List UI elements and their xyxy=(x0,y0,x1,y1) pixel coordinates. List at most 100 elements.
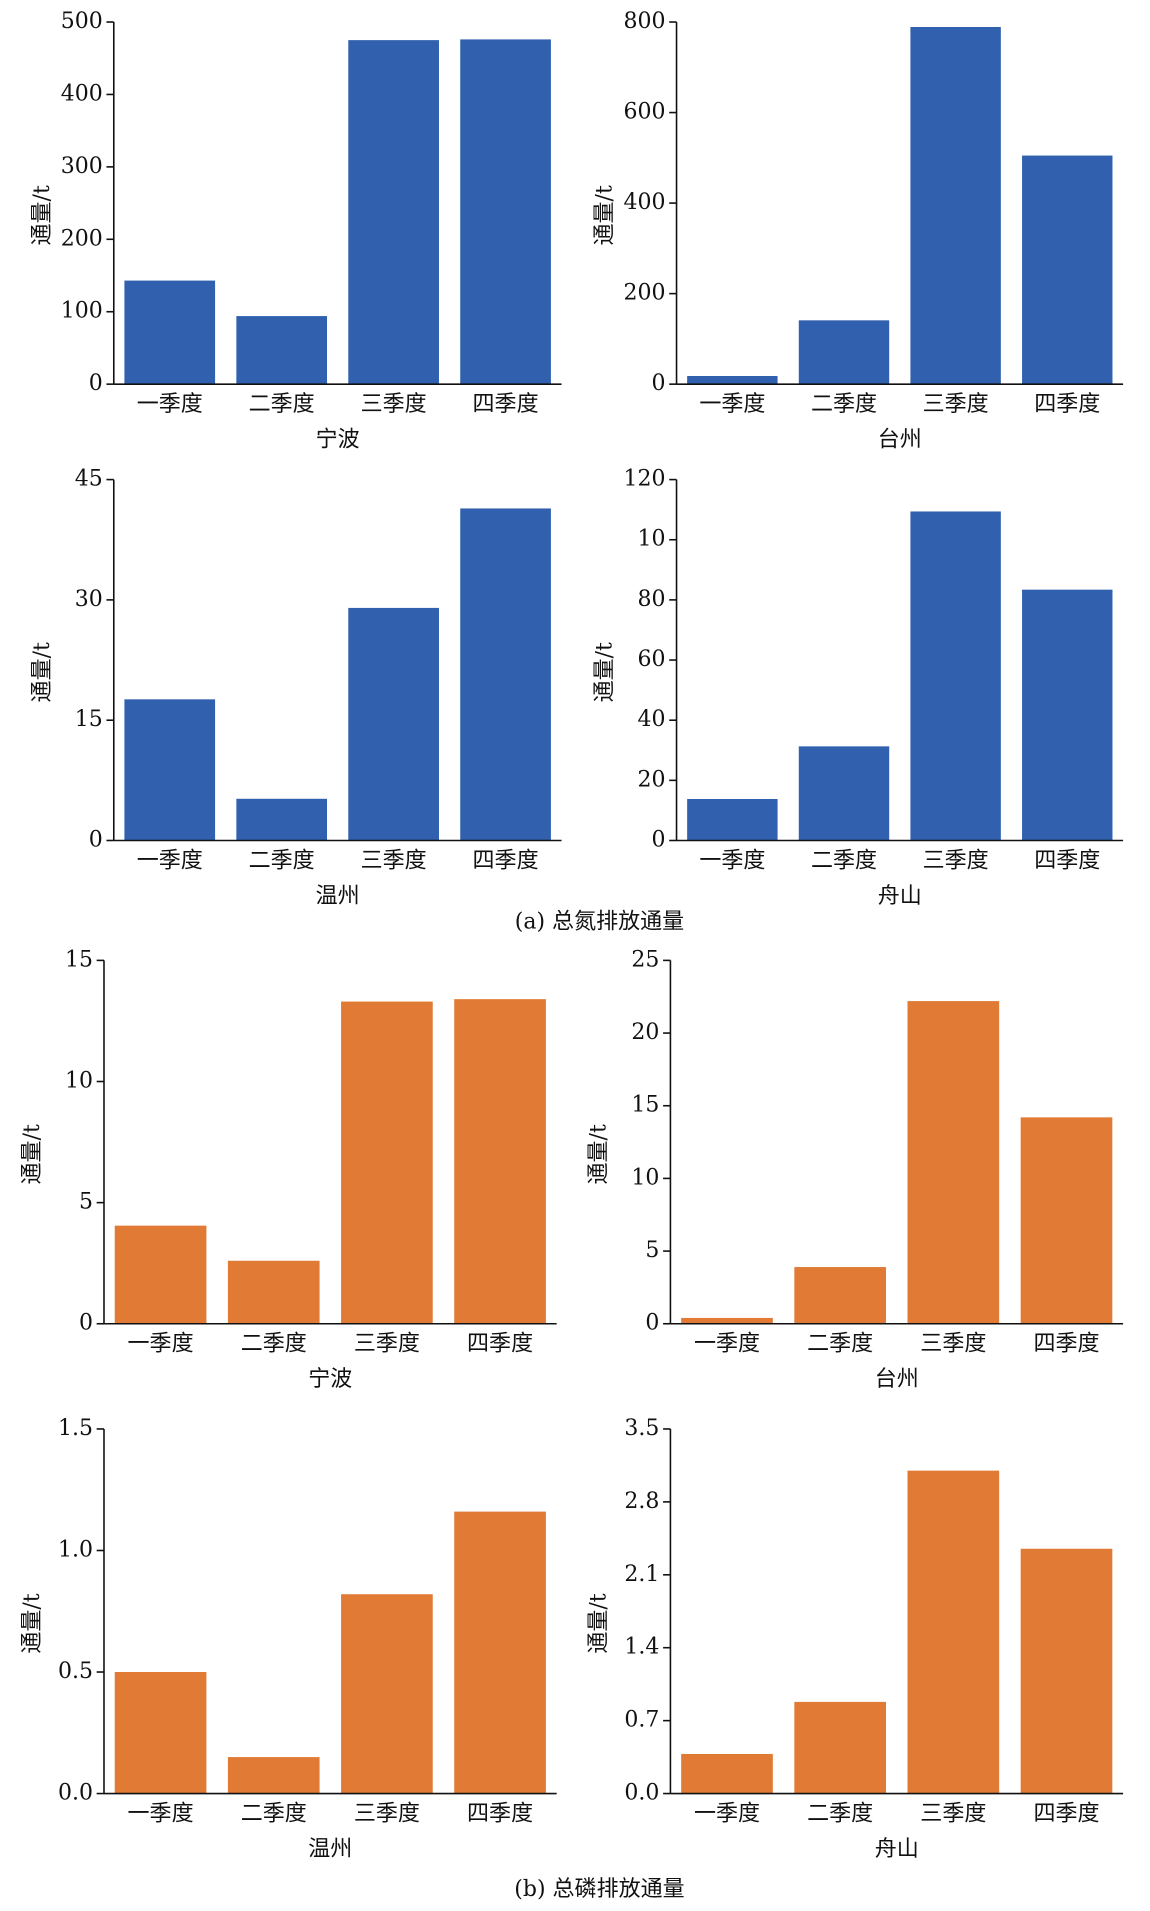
bar xyxy=(687,376,778,385)
x-tick-label: 三季度 xyxy=(361,848,427,873)
x-tick-label: 一季度 xyxy=(699,392,765,417)
bar xyxy=(910,511,1001,841)
y-tick-label: 200 xyxy=(61,226,103,251)
y-tick-label: 2.8 xyxy=(624,1489,659,1514)
x-tick-label: 四季度 xyxy=(467,1332,533,1357)
bar xyxy=(124,699,216,841)
y-tick-label: 0.0 xyxy=(58,1781,93,1806)
x-tick-label: 四季度 xyxy=(1034,392,1100,417)
y-tick-label: 0 xyxy=(652,371,666,396)
y-tick-label: 400 xyxy=(61,81,103,106)
y-tick-label: 1.5 xyxy=(58,1416,93,1441)
y-tick-label: 0 xyxy=(89,371,103,396)
y-tick-label: 800 xyxy=(624,9,666,34)
y-tick-label: 0.0 xyxy=(624,1781,659,1806)
panel: 一季度 二季度 三季度 四季度 0 15 30 45 温州 通量/t xyxy=(30,467,562,909)
bar xyxy=(341,1594,433,1794)
panel: 一季度 二季度 三季度 四季度 0 200 400 600 800 台州 通量/t xyxy=(593,9,1124,452)
x-tick-label: 三季度 xyxy=(923,392,989,417)
x-tick-label: 一季度 xyxy=(128,1801,194,1826)
bar xyxy=(910,27,1001,385)
y-tick-label: 10 xyxy=(631,1165,659,1190)
bar xyxy=(114,1672,207,1794)
y-tick-label: 45 xyxy=(75,467,103,492)
y-axis-label: 通量/t xyxy=(30,185,55,245)
panel: 一季度 二季度 三季度 四季度 0 100 200 300 400 500 宁波 通量/t xyxy=(30,9,562,452)
panel: 一季度 二季度 三季度 四季度 0.0 0.5 1.0 1.5 温州 通量/t xyxy=(20,1416,557,1862)
y-tick-label: 300 xyxy=(61,154,103,179)
bar xyxy=(114,1225,207,1324)
panel: 一季度 二季度 三季度 四季度 0 5 10 15 20 25 台州 通量/t xyxy=(586,947,1124,1392)
y-tick-label: 15 xyxy=(65,947,93,972)
x-tick-label: 二季度 xyxy=(811,392,877,417)
bar xyxy=(681,1317,773,1324)
x-tick-label: 四季度 xyxy=(1033,1801,1099,1826)
x-tick-label: 二季度 xyxy=(807,1801,873,1826)
y-tick-label: 500 xyxy=(61,9,103,34)
bar xyxy=(348,607,439,841)
y-tick-label: 3.5 xyxy=(624,1416,659,1441)
bar xyxy=(348,40,439,385)
bar xyxy=(341,1001,433,1324)
y-tick-label: 400 xyxy=(624,190,666,215)
y-tick-label: 100 xyxy=(61,299,103,324)
bar xyxy=(798,746,890,841)
x-tick-label: 三季度 xyxy=(923,848,989,873)
y-tick-label: 5 xyxy=(645,1238,659,1263)
bar xyxy=(681,1753,773,1794)
y-tick-label: 20 xyxy=(631,1020,659,1045)
x-axis-label: 舟山 xyxy=(875,1837,919,1862)
y-tick-label: 80 xyxy=(638,587,666,612)
y-tick-label: 60 xyxy=(638,647,666,672)
y-tick-label: 30 xyxy=(75,587,103,612)
y-axis-label: 通量/t xyxy=(593,185,618,245)
y-tick-label: 120 xyxy=(624,467,666,492)
y-tick-label: 0.7 xyxy=(624,1708,659,1733)
bar xyxy=(798,320,890,385)
x-tick-label: 三季度 xyxy=(920,1332,986,1357)
x-tick-label: 二季度 xyxy=(249,392,315,417)
bar xyxy=(794,1701,887,1794)
x-tick-label: 二季度 xyxy=(811,848,877,873)
panel: 一季度 二季度 三季度 四季度 0 20 40 60 80 10 120 舟山 通量/t xyxy=(593,467,1124,909)
x-tick-label: 二季度 xyxy=(241,1332,307,1357)
y-axis-label: 通量/t xyxy=(30,642,55,702)
x-tick-label: 一季度 xyxy=(137,392,203,417)
y-tick-label: 0 xyxy=(89,827,103,852)
x-axis-label: 台州 xyxy=(875,1367,919,1392)
x-tick-label: 三季度 xyxy=(354,1801,420,1826)
y-tick-label: 20 xyxy=(638,767,666,792)
y-tick-label: 600 xyxy=(624,100,666,125)
bar xyxy=(124,280,216,385)
y-tick-label: 1.4 xyxy=(624,1635,659,1660)
x-tick-label: 三季度 xyxy=(354,1332,420,1357)
bar xyxy=(227,1757,320,1794)
y-tick-label: 200 xyxy=(624,281,666,306)
panel: 一季度 二季度 三季度 四季度 0.0 0.7 1.4 2.1 2.8 3.5 舟山 通量/t xyxy=(586,1416,1124,1862)
y-tick-label: 5 xyxy=(79,1190,93,1215)
x-tick-label: 四季度 xyxy=(1034,848,1100,873)
x-tick-label: 三季度 xyxy=(920,1801,986,1826)
y-tick-label: 0 xyxy=(652,827,666,852)
x-tick-label: 四季度 xyxy=(467,1801,533,1826)
y-tick-label: 25 xyxy=(631,947,659,972)
bar xyxy=(794,1267,887,1324)
bar xyxy=(907,1470,1000,1794)
caption: (b) 总磷排放通量 xyxy=(514,1877,684,1902)
bar xyxy=(454,999,546,1324)
x-tick-label: 一季度 xyxy=(137,848,203,873)
x-tick-label: 四季度 xyxy=(473,848,539,873)
x-tick-label: 三季度 xyxy=(361,392,427,417)
x-axis-label: 宁波 xyxy=(316,427,360,452)
x-tick-label: 四季度 xyxy=(473,392,539,417)
bar xyxy=(1020,1548,1113,1794)
x-axis-label: 温州 xyxy=(308,1837,352,1862)
x-tick-label: 二季度 xyxy=(241,1801,307,1826)
x-axis-label: 温州 xyxy=(316,884,360,909)
x-tick-label: 四季度 xyxy=(1033,1332,1099,1357)
bar xyxy=(454,1511,546,1794)
panel: 一季度 二季度 三季度 四季度 0 5 10 15 宁波 通量/t xyxy=(20,947,557,1392)
caption: (a) 总氮排放通量 xyxy=(515,909,684,934)
x-tick-label: 一季度 xyxy=(694,1332,760,1357)
